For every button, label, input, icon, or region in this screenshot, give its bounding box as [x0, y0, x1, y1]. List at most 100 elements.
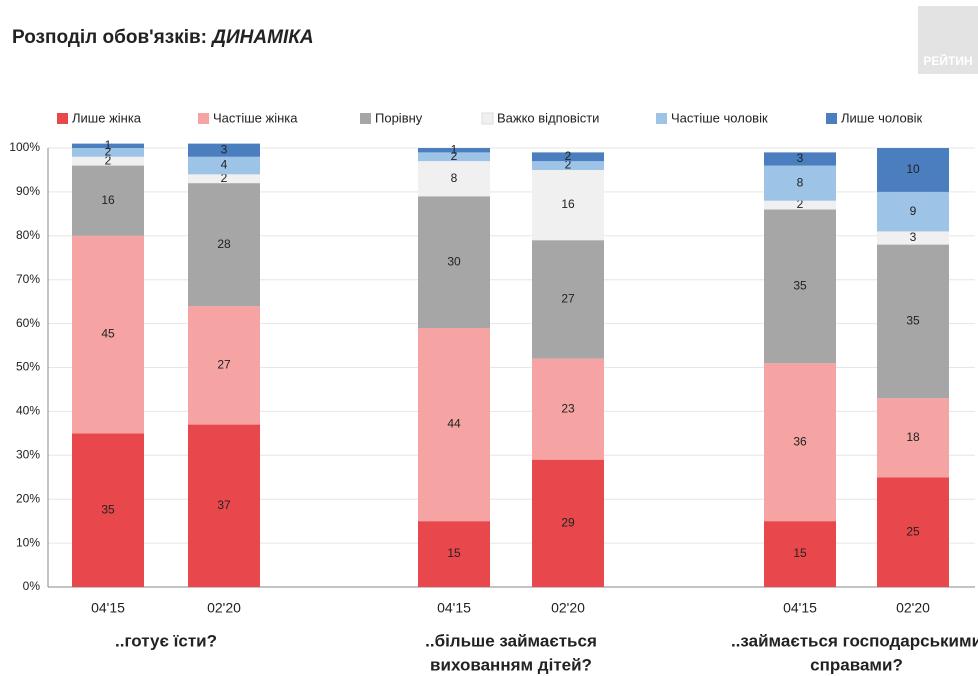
bar-segment: [532, 240, 604, 359]
bar-segment: [72, 433, 144, 587]
legend-label: Лише жінка: [72, 110, 142, 125]
group-label: вихованням дітей?: [430, 655, 592, 674]
data-label: 35: [101, 502, 115, 516]
bar-segment: [532, 169, 604, 241]
x-tick-label: 04'15: [91, 600, 125, 616]
bar-segment: [188, 174, 260, 184]
data-label: 44: [447, 417, 461, 431]
data-label: 16: [101, 193, 115, 207]
legend-label: Частіше чоловік: [671, 110, 768, 125]
data-label: 15: [447, 546, 461, 560]
data-label: 2: [105, 145, 112, 159]
x-tick-label: 04'15: [783, 600, 817, 616]
legend-swatch: [198, 113, 209, 124]
data-label: 2: [565, 149, 572, 163]
bar-segment: [764, 363, 836, 522]
bar-segment: [72, 148, 144, 157]
bar-segment: [188, 143, 260, 157]
bar-segment: [532, 161, 604, 170]
data-label: 3: [221, 142, 228, 156]
legend-swatch: [360, 113, 371, 124]
bar-segment: [877, 231, 949, 245]
y-tick-label: 30%: [16, 447, 40, 461]
x-tick-label: 04'15: [437, 600, 471, 616]
bar-segment: [188, 424, 260, 587]
y-tick-label: 60%: [16, 316, 40, 330]
bar-segment: [72, 143, 144, 148]
data-label: 29: [561, 516, 575, 530]
bar-segment: [418, 521, 490, 587]
data-label: 27: [217, 357, 231, 371]
legend-label: Лише чоловік: [841, 110, 923, 125]
legend-swatch: [481, 112, 494, 125]
y-tick-label: 20%: [16, 491, 40, 505]
legend-swatch: [57, 113, 68, 124]
bar-segment: [72, 235, 144, 434]
y-tick-label: 40%: [16, 404, 40, 418]
y-tick-label: 90%: [16, 184, 40, 198]
bar-segment: [532, 358, 604, 460]
title-main: Розподіл обов'язків:: [12, 27, 207, 48]
data-label: 1: [451, 142, 458, 156]
data-label: 25: [906, 524, 920, 538]
group-label: ..готує їсти?: [115, 631, 217, 650]
bar-segment: [418, 161, 490, 197]
bar-segment: [418, 152, 490, 162]
bar-segment: [418, 196, 490, 328]
group-label: ..займається господарськими: [731, 631, 978, 650]
bar-segment: [418, 327, 490, 522]
legend-label: Частіше жінка: [213, 110, 298, 125]
legend-label: Порівну: [375, 110, 423, 125]
y-tick-label: 10%: [16, 535, 40, 549]
data-label: 1: [105, 138, 112, 152]
data-label: 8: [451, 171, 458, 185]
data-label: 2: [565, 158, 572, 172]
bar-segment: [877, 244, 949, 399]
data-label: 2: [451, 149, 458, 163]
legend-swatch: [826, 113, 837, 124]
bar-segment: [764, 152, 836, 166]
data-label: 35: [793, 278, 807, 292]
x-tick-label: 02'20: [207, 600, 241, 616]
bar-segment: [532, 152, 604, 162]
group-label: справами?: [810, 655, 903, 674]
data-label: 2: [221, 171, 228, 185]
data-label: 16: [561, 197, 575, 211]
data-label: 3: [910, 230, 917, 244]
bar-segment: [532, 459, 604, 587]
y-tick-label: 100%: [9, 140, 40, 154]
data-label: 30: [447, 254, 461, 268]
data-label: 2: [105, 153, 112, 167]
data-label: 27: [561, 292, 575, 306]
x-tick-label: 02'20: [896, 600, 930, 616]
data-label: 4: [221, 158, 228, 172]
data-label: 8: [797, 175, 804, 189]
data-label: 3: [797, 151, 804, 165]
bar-segment: [418, 148, 490, 153]
y-tick-label: 50%: [16, 360, 40, 374]
legend-swatch: [656, 113, 667, 124]
data-label: 35: [906, 314, 920, 328]
bar-segment: [764, 521, 836, 587]
bar-segment: [188, 183, 260, 307]
data-label: 9: [910, 204, 917, 218]
data-label: 23: [561, 401, 575, 415]
data-label: 37: [217, 498, 231, 512]
bar-segment: [764, 200, 836, 210]
bar-segment: [764, 209, 836, 364]
title-emphasis: ДИНАМІКА: [210, 27, 313, 48]
y-tick-label: 70%: [16, 272, 40, 286]
bar-segment: [188, 306, 260, 425]
data-label: 15: [793, 546, 807, 560]
data-label: 45: [101, 327, 115, 341]
legend-label: Важко відповісти: [497, 110, 599, 125]
y-tick-label: 0%: [23, 579, 41, 593]
bar-segment: [877, 148, 949, 192]
bar-segment: [72, 156, 144, 166]
data-label: 10: [906, 162, 920, 176]
data-label: 2: [797, 197, 804, 211]
y-tick-label: 80%: [16, 228, 40, 242]
data-label: 18: [906, 430, 920, 444]
data-label: 36: [793, 434, 807, 448]
